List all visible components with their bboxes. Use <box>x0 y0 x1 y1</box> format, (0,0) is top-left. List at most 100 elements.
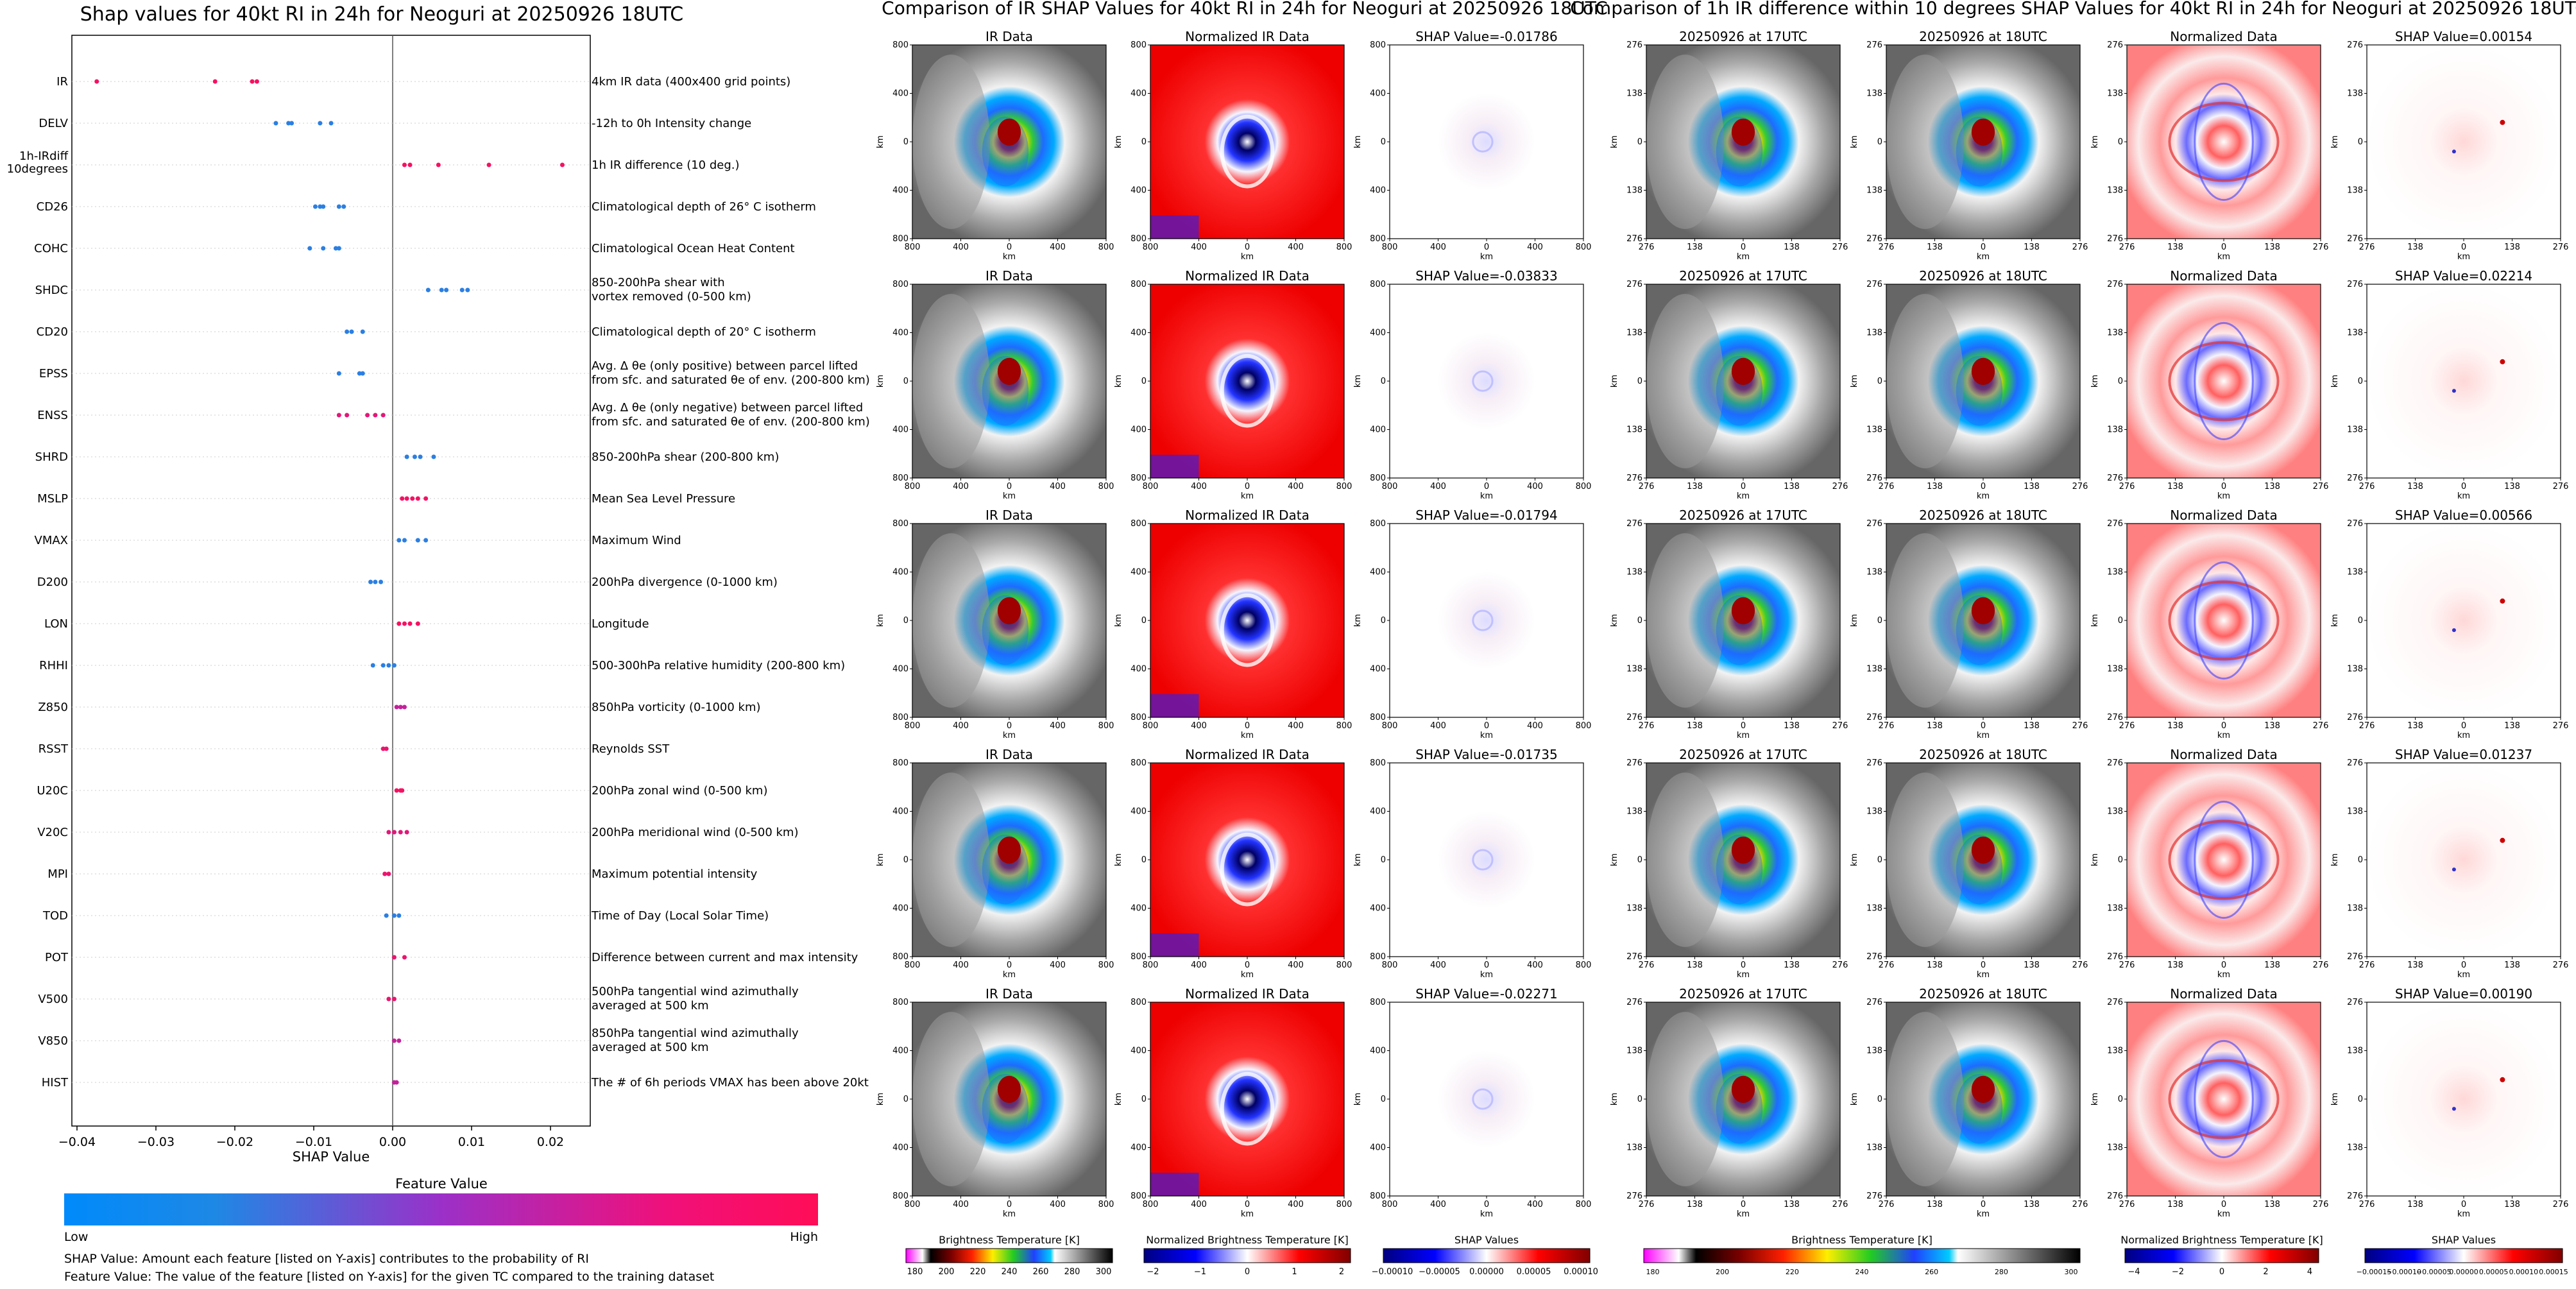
norm-field <box>1150 1002 1344 1196</box>
x-tick-label: 400 <box>1288 243 1304 252</box>
shap-point <box>336 371 341 376</box>
shap-point <box>307 246 312 251</box>
x-tick-label: 276 <box>1879 721 1895 731</box>
y-axis-label: km <box>1114 614 1123 627</box>
x-axis-label: km <box>1480 970 1493 980</box>
x-tick-label: 0 <box>1981 482 1986 491</box>
x-tick-label: 138 <box>1687 243 1703 252</box>
diff-subplot-title: 20250926 at 18UTC <box>1919 508 2047 523</box>
diff-colorbar-tick: 260 <box>1925 1268 1938 1276</box>
y-tick-label: 276 <box>1626 40 1642 50</box>
feature-name: SHDC <box>35 284 68 297</box>
x-tick-label: 138 <box>1687 721 1703 731</box>
y-tick-label: 400 <box>892 329 908 338</box>
norm-field <box>1150 763 1344 957</box>
y-tick-label: 800 <box>1370 713 1386 722</box>
x-tick-label: 800 <box>1098 1200 1114 1209</box>
storm-core <box>997 597 1021 625</box>
y-tick-label: 0 <box>2358 137 2363 147</box>
shap-point <box>212 79 218 84</box>
y-tick-label: 400 <box>892 665 908 674</box>
ir-colorbar-tick: 260 <box>1033 1267 1049 1277</box>
diff-subplot-title: 20250926 at 18UTC <box>1919 268 2047 284</box>
corner-cold <box>1150 933 1199 957</box>
diff-image <box>2126 762 2321 957</box>
feature-name: V500 <box>38 993 68 1006</box>
diff-spiral-b <box>2194 321 2254 441</box>
diff-colorbar-tick: −0.00015 <box>2357 1268 2392 1276</box>
corner-cold <box>1150 694 1199 717</box>
x-tick-label: 400 <box>1050 1200 1066 1209</box>
x-tick-label: 138 <box>2264 1200 2280 1209</box>
dshap-spot <box>2452 1107 2456 1111</box>
x-tick-label: 400 <box>1527 721 1543 731</box>
ir-subplot-title: SHAP Value=-0.01786 <box>1415 29 1557 44</box>
diff-colorbar-tick: −2 <box>2172 1267 2184 1277</box>
x-tick-label: 276 <box>2072 243 2088 252</box>
norm-image <box>1150 44 1345 239</box>
diff-field <box>2127 284 2321 478</box>
x-axis-label: km <box>1737 1209 1750 1219</box>
feature-name: POT <box>45 951 69 964</box>
x-tick-label: 800 <box>1098 482 1114 491</box>
x-tick-label: 0 <box>1484 721 1489 731</box>
x-tick-label: 400 <box>1050 960 1066 970</box>
x-tick-label: 0 <box>1007 1200 1012 1209</box>
shap-note-1: SHAP Value: Amount each feature [listed … <box>64 1252 589 1266</box>
y-tick-label: 800 <box>892 234 908 244</box>
diff-colorbar <box>2364 1248 2563 1263</box>
diff-subplot-title: 20250926 at 17UTC <box>1679 508 1807 523</box>
x-tick-label: 0.01 <box>458 1135 485 1149</box>
y-tick-label: 138 <box>1866 1046 1882 1056</box>
y-tick-label: 0 <box>2358 855 2363 865</box>
shap-plot-frame <box>71 35 591 1127</box>
y-tick-label: 800 <box>892 758 908 768</box>
y-tick-label: 800 <box>1370 1191 1386 1201</box>
x-tick-label: 400 <box>1050 482 1066 491</box>
feature-row: CD20 Climatological depth of 20° C isothe… <box>37 325 816 339</box>
dshap-field <box>2367 284 2561 478</box>
y-tick-label: 800 <box>892 1191 908 1201</box>
x-tick-label: 276 <box>2313 1200 2329 1209</box>
shap-point <box>418 454 423 459</box>
shap-point <box>357 371 362 376</box>
y-tick-label: 0 <box>903 1095 908 1104</box>
x-tick-label: 400 <box>1430 721 1446 731</box>
y-tick-label: 276 <box>2347 1191 2363 1201</box>
y-tick-label: 400 <box>892 807 908 817</box>
ir-image <box>912 1002 1107 1197</box>
x-tick-label: 138 <box>1687 960 1703 970</box>
x-tick-label: 138 <box>2024 243 2040 252</box>
feature-name: 10degrees <box>7 162 68 176</box>
norm-image <box>1150 762 1345 957</box>
norm-image <box>1150 1002 1345 1197</box>
feature-name: V850 <box>38 1034 68 1048</box>
x-tick-label: 400 <box>953 721 969 731</box>
x-tick-label: 0 <box>1981 721 1986 731</box>
feature-description: Difference between current and max inten… <box>592 951 858 964</box>
diff-subplot-title: SHAP Value=0.02214 <box>2395 268 2532 284</box>
y-tick-label: 276 <box>2107 519 2123 529</box>
norm-field <box>1150 524 1344 717</box>
storm-core <box>1731 836 1755 864</box>
shap-point <box>336 413 341 418</box>
y-tick-label: 400 <box>1370 186 1386 196</box>
x-tick-label: 138 <box>2407 482 2423 491</box>
diff-spiral <box>2168 580 2280 661</box>
x-axis-label: km <box>1977 1209 1990 1219</box>
cloud-free-area <box>1886 294 1964 468</box>
diff-colorbar-tick: −0.00005 <box>2416 1268 2452 1276</box>
x-tick-label: 276 <box>2072 482 2088 491</box>
shap-point <box>382 871 388 876</box>
cloud-free-area <box>1886 773 1964 947</box>
feature-name: V20C <box>37 826 68 839</box>
x-tick-label: 800 <box>1098 960 1114 970</box>
ir-image <box>912 523 1107 718</box>
